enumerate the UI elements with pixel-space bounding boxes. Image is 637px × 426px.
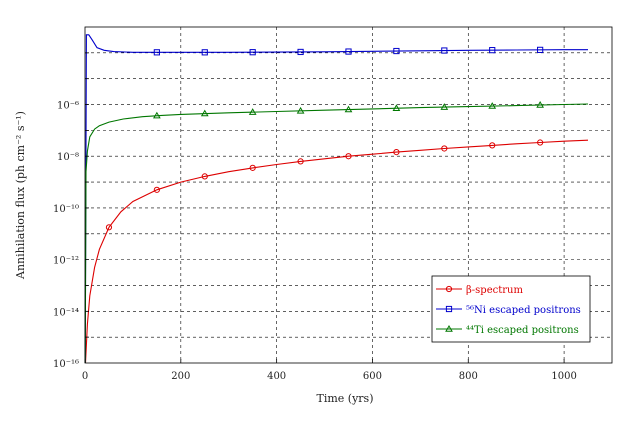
beta-spectrum-marker xyxy=(249,164,256,171)
ti44-positrons-marker xyxy=(488,102,497,109)
legend-marker xyxy=(445,285,453,293)
legend-label: ⁴⁴Ti escaped positrons xyxy=(466,325,579,336)
beta-spectrum-marker xyxy=(153,186,160,193)
beta-spectrum-marker xyxy=(345,153,352,160)
ti44-positrons-marker xyxy=(296,106,305,114)
ni56-positrons-marker xyxy=(489,47,496,54)
y-tick-label: 10⁻¹⁴ xyxy=(53,307,79,318)
x-tick-label: 800 xyxy=(459,371,478,382)
beta-spectrum-marker xyxy=(393,148,400,156)
beta-spectrum-marker xyxy=(105,224,113,231)
ti44-positrons-line xyxy=(84,103,589,364)
ni56-positrons-marker xyxy=(249,49,256,56)
x-tick-label: 400 xyxy=(267,371,286,382)
y-tick-label: 10⁻¹⁶ xyxy=(53,359,79,370)
y-tick-label: 10⁻¹⁰ xyxy=(53,204,79,215)
ti44-positrons-marker xyxy=(200,109,209,117)
ni56-positrons-marker xyxy=(441,47,448,54)
x-tick-label: 600 xyxy=(363,371,382,382)
legend-label: β-spectrum xyxy=(466,285,523,296)
y-ticks: 10⁻⁶ 10⁻⁸ 10⁻¹⁰ 10⁻¹² 10⁻¹⁴ 10⁻¹⁶ xyxy=(53,52,89,370)
legend-marker xyxy=(445,305,453,313)
x-tick-label: 1000 xyxy=(551,371,576,382)
ti44-positrons-marker xyxy=(392,104,401,111)
beta-spectrum-marker xyxy=(201,173,208,180)
ti44-positrons-marker xyxy=(536,101,545,108)
beta-spectrum-line xyxy=(84,139,589,364)
ni56-positrons-marker xyxy=(345,48,352,55)
legend: β-spectrum ⁵⁶Ni escaped positrons ⁴⁴Ti esc… xyxy=(431,275,591,343)
x-ticks: 0 200 400 600 800 1000 xyxy=(82,359,577,382)
legend-label: ⁵⁶Ni escaped positrons xyxy=(466,305,581,316)
x-tick-label: 0 xyxy=(82,371,88,382)
ti44-positrons-marker xyxy=(440,103,449,110)
ti44-positrons-marker xyxy=(344,105,353,113)
beta-spectrum-marker xyxy=(441,145,448,152)
beta-spectrum-marker xyxy=(297,158,304,165)
beta-spectrum-marker xyxy=(489,142,496,149)
plot-frame xyxy=(84,26,613,364)
ni56-positrons-marker xyxy=(201,49,208,56)
ni56-positrons-marker xyxy=(153,49,160,56)
y-tick-label: 10⁻⁶ xyxy=(57,101,79,112)
series-lines xyxy=(84,34,589,364)
ni56-positrons-marker xyxy=(393,47,400,55)
x-tick-label: 200 xyxy=(171,371,190,382)
legend-marker xyxy=(445,324,453,332)
y-axis-title: Annihilation flux (ph cm⁻² s⁻¹) xyxy=(14,111,27,280)
y-tick-label: 10⁻¹² xyxy=(53,256,79,267)
ni56-positrons-marker xyxy=(537,46,544,53)
ti44-positrons-marker xyxy=(248,108,257,115)
ni56-positrons-marker xyxy=(297,48,304,56)
ti44-positrons-marker xyxy=(152,111,161,119)
y-tick-label: 10⁻⁸ xyxy=(57,152,79,163)
beta-spectrum-marker xyxy=(537,139,544,146)
ni56-positrons-line xyxy=(84,34,588,364)
x-axis-title: Time (yrs) xyxy=(317,392,374,405)
